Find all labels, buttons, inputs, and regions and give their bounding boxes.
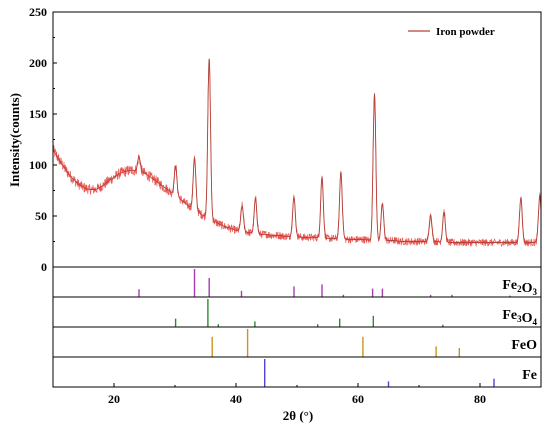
y-tick-label: 100 [29,158,47,172]
axes: 0 50 100 150 200 250 20 40 60 80 [29,5,542,406]
y-tick-label: 150 [29,107,47,121]
x-tick-label: 60 [352,392,364,406]
x-axis-label: 2θ (°) [283,408,313,423]
main-plot-area [52,58,542,247]
y-tick-label: 0 [41,260,47,274]
reference-panel-label: Fe3O4 [502,308,537,327]
x-tick-label: 40 [230,392,242,406]
series-noise-line [52,59,542,247]
y-tick-label: 250 [29,5,47,19]
reference-panel: FeO [211,329,537,357]
legend: Iron powder [408,26,495,38]
reference-panel-label: FeO [511,338,537,353]
y-axis-label: Intensity(counts) [7,93,22,187]
y-tick-label: 200 [29,56,47,70]
legend-label: Iron powder [436,26,495,38]
plot-frame [52,11,542,388]
reference-panel: Fe3O4 [174,299,538,327]
x-tick-label: 80 [474,392,486,406]
reference-panel-label: Fe [522,368,537,383]
reference-panels: Fe2O3 Fe3O4 FeO Fe [138,269,538,387]
x-tick-label: 20 [108,392,120,406]
y-tick-label: 50 [35,209,47,223]
reference-panel: Fe2O3 [138,269,538,297]
series-line-iron-powder [52,58,542,243]
reference-panel: Fe [264,359,537,387]
reference-panel-label: Fe2O3 [502,278,537,297]
